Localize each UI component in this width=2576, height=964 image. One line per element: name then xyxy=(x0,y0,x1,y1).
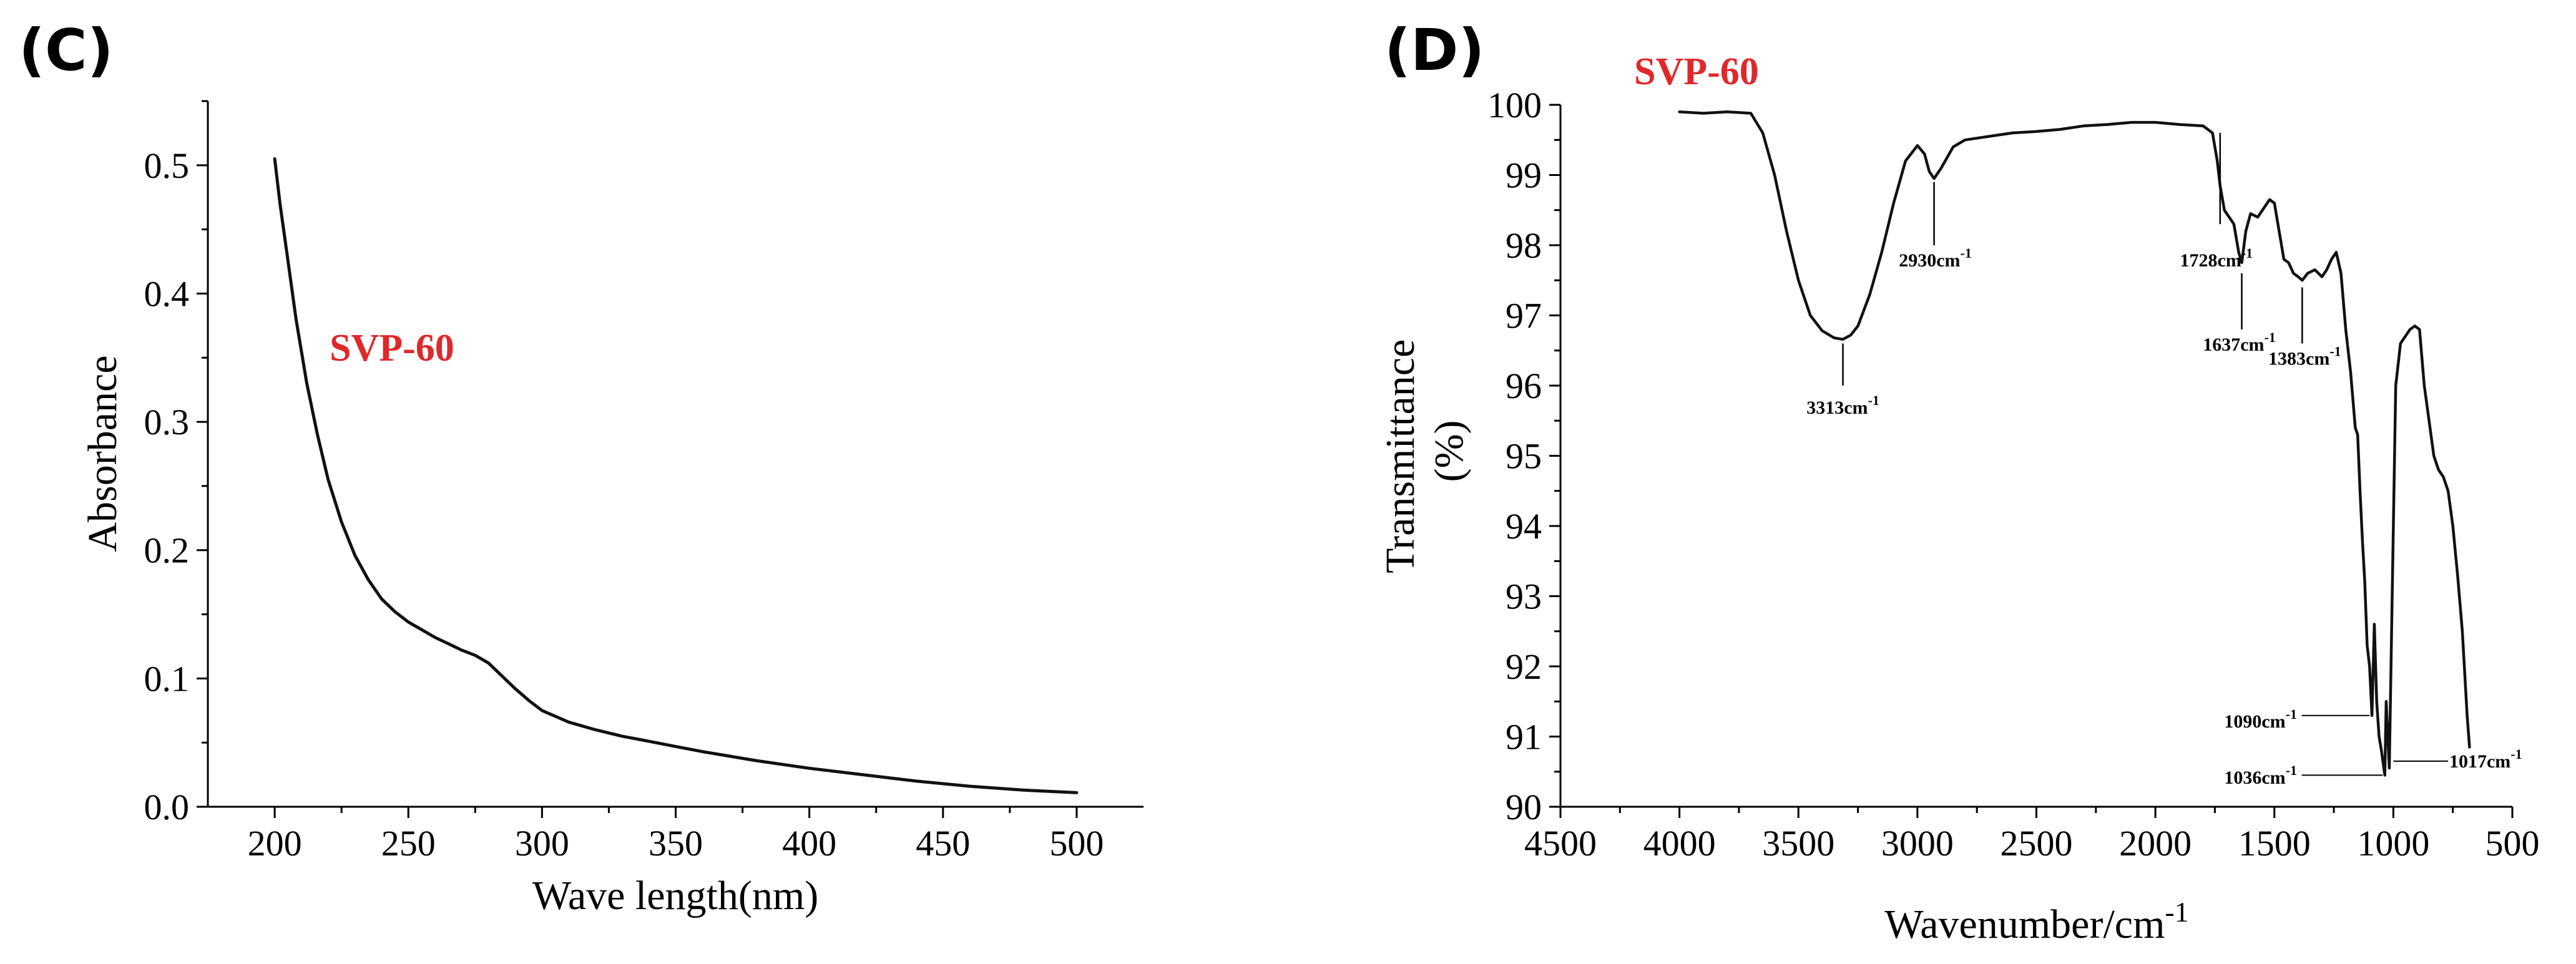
chart-d-xtick-label: 500 xyxy=(2485,823,2540,864)
chart-d-xtick-label: 4500 xyxy=(1524,823,1597,864)
chart-d-ytick-label: 93 xyxy=(1506,577,1542,617)
chart-c-ytick-label: 0.5 xyxy=(144,145,190,186)
chart-d-ytick-label: 95 xyxy=(1506,436,1542,477)
peak-annotation-label: 3313cm-1 xyxy=(1806,392,1879,418)
panel-d: (D) SVP-60 4500 4000 3500 3000 2500 2000 1500 1… xyxy=(1378,17,2540,947)
peak-annotation-label: 1090cm-1 xyxy=(2224,706,2297,732)
chart-d-ytick-label: 92 xyxy=(1506,646,1542,687)
peak-annotation-label: 1383cm-1 xyxy=(2268,343,2341,369)
chart-c-xtick-label: 400 xyxy=(782,823,836,864)
panel-c-label: (C) xyxy=(19,17,114,84)
chart-d-sample-label: SVP-60 xyxy=(1634,51,1759,93)
chart-c-ticks: 200 250 300 350 400 450 500 0.0 0.1 0.2 0.3 0.4 0.5 xyxy=(144,100,1104,864)
chart-c-xtick-label: 300 xyxy=(515,823,569,864)
chart-d-ytick-label: 96 xyxy=(1506,366,1542,406)
chart-c-sample-label: SVP-60 xyxy=(330,327,454,369)
chart-d-ytick-label: 94 xyxy=(1506,506,1542,547)
peak-annotation-label: 1036cm-1 xyxy=(2224,762,2297,788)
peak-annotation-label: 1637cm-1 xyxy=(2203,329,2276,355)
peak-annotation-label: 2930cm-1 xyxy=(1899,245,1972,271)
chart-c-line xyxy=(273,157,1079,794)
chart-d-xtick-label: 4000 xyxy=(1643,823,1716,864)
chart-d-xtick-label: 1500 xyxy=(2238,823,2311,864)
chart-d-ytick-label: 90 xyxy=(1506,787,1542,827)
chart-d-xlabel-sup: -1 xyxy=(2165,896,2188,928)
chart-c-xtick-label: 250 xyxy=(381,823,436,864)
chart-d-ytick-label: 100 xyxy=(1487,85,1542,125)
chart-d-xtick-label: 2000 xyxy=(2119,823,2192,864)
chart-c-xtick-label: 200 xyxy=(248,823,302,864)
chart-c-ytick-label: 0.4 xyxy=(144,273,190,314)
peak-annotation-label: 1017cm-1 xyxy=(2449,746,2522,772)
chart-d-xlabel-text: Wavenumber/cm xyxy=(1884,902,2165,947)
chart-c-xtick-label: 350 xyxy=(649,823,703,864)
chart-c-ylabel: Absorbance xyxy=(80,355,125,552)
chart-d-axes xyxy=(1559,105,2512,808)
chart-d-ylabel: Transmittance (%) xyxy=(1378,329,1472,573)
chart-c-ytick-label: 0.3 xyxy=(144,402,190,442)
chart-d-ytick-label: 97 xyxy=(1506,296,1542,336)
chart-d-xtick-label: 2500 xyxy=(2001,823,2073,864)
chart-d-xtick-label: 3000 xyxy=(1881,823,1954,864)
chart-c-ytick-label: 0.1 xyxy=(144,658,190,699)
chart-c-xtick-label: 450 xyxy=(916,823,970,864)
chart-d-xtick-label: 3500 xyxy=(1762,823,1834,864)
chart-c-xtick-label: 500 xyxy=(1049,823,1104,864)
chart-d-annotations: 3313cm-1 2930cm-1 1728cm-1 1637cm-11383cm-1… xyxy=(1806,133,2522,788)
chart-d-ticks: 4500 4000 3500 3000 2500 2000 1500 1000 500 90 91 9… xyxy=(1487,85,2540,864)
chart-d-line xyxy=(1678,110,2471,777)
chart-d-xtick-label: 1000 xyxy=(2357,823,2429,864)
chart-c-ytick-label: 0.0 xyxy=(144,787,190,827)
peak-annotation-label: 1728cm-1 xyxy=(2180,245,2253,271)
panel-d-label: (D) xyxy=(1384,17,1484,84)
chart-c-ytick-label: 0.2 xyxy=(144,530,190,571)
panel-c: (C) 200 250 300 350 400 450 500 0.0 0.1 0.2 0.3 0.4… xyxy=(19,17,1144,918)
chart-d-ylabel-line2: (%) xyxy=(1426,421,1472,482)
chart-c-axes xyxy=(207,101,1144,808)
chart-d-ytick-label: 91 xyxy=(1506,717,1542,757)
chart-c-xlabel: Wave length(nm) xyxy=(532,873,818,918)
chart-d-ytick-label: 98 xyxy=(1506,225,1542,266)
chart-d-ytick-label: 99 xyxy=(1506,155,1542,196)
chart-d-xlabel: Wavenumber/cm-1 xyxy=(1884,896,2189,947)
chart-d-ylabel-line1: Transmittance xyxy=(1378,339,1423,573)
